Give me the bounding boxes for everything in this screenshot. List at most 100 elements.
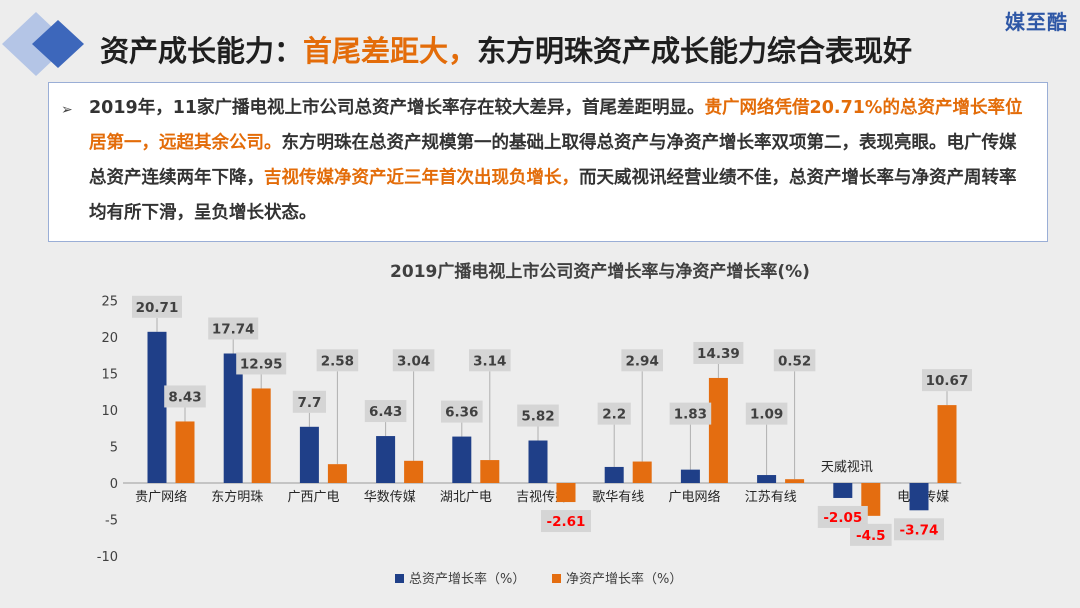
bar-net-asset [708,377,728,483]
summary-seg-1: 贵广网络凭借20.71%的总资产增长率位居第一，远超其余公司。 [89,98,1023,153]
data-label-box [364,400,407,423]
title-prefix: 资产成长能力： [100,34,304,68]
data-label: 14.39 [697,346,740,362]
data-label: 7.7 [297,395,321,411]
data-label: -2.61 [547,514,586,530]
bar-net-asset [937,405,957,483]
bar-total-asset [833,483,853,498]
data-label: 3.14 [473,353,506,369]
y-tick-label: -10 [97,550,118,565]
data-label-box [850,523,892,546]
category-label: 广电网络 [668,489,720,505]
bar-total-asset [528,440,548,483]
data-label: 2.58 [321,353,354,369]
y-tick-label: 0 [110,477,118,492]
y-tick-label: 10 [101,404,118,419]
page-title: 资产成长能力：首尾差距大，东方明珠资产成长能力综合表现好 [100,28,1060,70]
data-label-box [597,402,631,425]
category-label: 东方明珠 [211,489,263,505]
category-label: 歌华有线 [592,490,644,505]
data-label: 1.83 [674,407,707,423]
summary-seg-3: 吉视传媒净资产近三年首次出现负增长， [264,168,579,188]
category-label: 吉视传媒 [516,490,568,505]
title-highlight: 首尾差距大， [303,34,478,68]
data-label-box [208,317,259,340]
category-label: 江苏有线 [745,489,797,505]
y-tick-label: -5 [105,514,118,529]
legend-swatch-total-asset [395,574,404,583]
bar-total-asset [147,331,167,483]
data-label: 6.43 [369,404,402,420]
data-label: 5.82 [521,409,554,425]
bar-total-asset [680,469,700,483]
summary-seg-0: 2019年，11家广播电视上市公司总资产增长率存在较大差异，首尾差距明显。 [89,98,705,118]
bar-net-asset [632,461,652,483]
data-label-box [517,404,559,427]
category-label: 天威视讯 [821,460,873,475]
data-label: -4.5 [856,528,886,544]
summary-seg-2: 东方明珠在总资产规模第一的基础上取得总资产与净资产增长率双项第二，表现亮眼。电广… [89,133,1017,188]
data-label-box [669,402,712,425]
bullet-arrow-icon: ➢ [61,102,73,118]
data-label: 2.2 [602,407,626,423]
title-suffix: 东方明珠资产成长能力综合表现好 [477,34,913,68]
data-label-box [392,349,435,372]
data-label-box [292,390,326,413]
data-label-box [745,402,788,425]
data-label: 1.09 [750,407,783,423]
bar-total-asset [909,483,929,511]
chart-title: 2019广播电视上市公司资产增长率与净资产增长率(%) [390,261,810,282]
growth-rate-chart: 2019广播电视上市公司资产增长率与净资产增长率(%) -10 -5 0 5 10 15 2… [97,261,972,587]
data-label-box [469,349,511,372]
data-label-box [817,505,868,528]
data-label-box [621,349,663,372]
brand-logo-text: 媒至酷 [1005,10,1068,34]
category-label: 湖北广电 [440,490,492,505]
data-label-box [316,349,359,372]
data-label: 10.67 [926,373,969,389]
data-label-box [441,400,483,423]
bar-total-asset [223,353,243,483]
category-label: 广西广电 [287,490,339,505]
legend-swatch-net-asset [552,574,561,583]
data-label-box [132,295,182,318]
data-label-box [236,352,287,375]
bar-net-asset [404,460,424,483]
bar-net-asset [175,421,195,483]
data-label: -2.05 [823,510,862,526]
legend-label: 净资产增长率（%） [566,571,682,587]
summary-seg-4: 而天威视讯经营业绩不佳，总资产增长率与净资产周转率均有所下滑，呈负增长状态。 [89,168,1017,223]
data-label: -3.74 [900,522,939,538]
legend-label: 总资产增长率（%） [409,571,525,587]
data-label: 2.94 [626,353,659,369]
bar-net-asset [556,483,576,503]
data-label: 12.95 [240,356,283,372]
corner-diamond-decoration [2,12,84,76]
bar-total-asset [757,475,777,483]
data-label-box [773,349,816,372]
data-label-box [693,341,744,364]
data-label-box [894,518,944,541]
bar-total-asset [376,436,396,483]
bar-net-asset [251,388,271,483]
bar-net-asset [327,464,347,483]
data-label: 17.74 [212,321,255,337]
category-label: 贵广网络 [135,489,187,505]
data-label: 20.71 [136,300,179,316]
data-label-box [541,510,591,533]
y-tick-label: 5 [110,441,118,456]
data-label-box [922,369,972,392]
data-label: 8.43 [168,389,201,405]
data-label-box [164,385,206,408]
bar-total-asset [452,436,472,483]
category-label: 华数传媒 [364,490,416,505]
data-label: 0.52 [778,353,811,369]
bar-total-asset [299,426,319,483]
data-label: 6.36 [445,405,478,421]
y-tick-label: 25 [101,295,118,310]
summary-box: ➢ 2019年，11家广播电视上市公司总资产增长率存在较大差异，首尾差距明显。贵… [48,82,1048,242]
y-tick-label: 15 [101,368,118,383]
bar-total-asset [604,466,624,483]
y-tick-label: 20 [101,331,118,346]
bar-net-asset [480,460,500,483]
